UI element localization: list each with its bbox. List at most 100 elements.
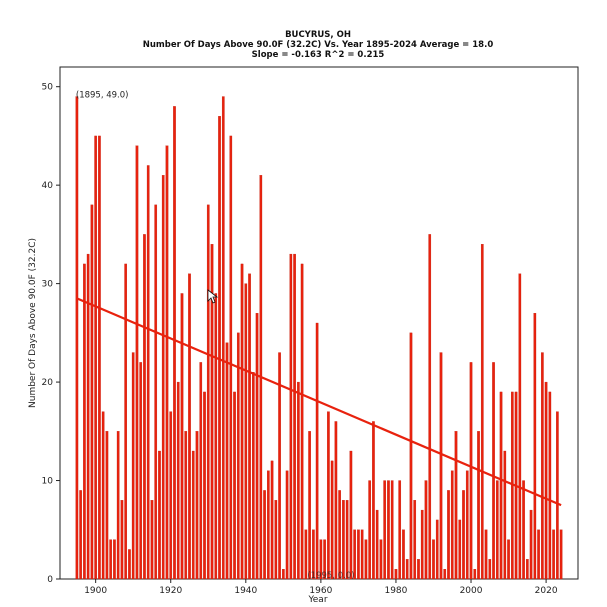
bar [417, 559, 420, 580]
bar [267, 470, 270, 580]
bar [443, 569, 447, 580]
bar [390, 480, 394, 580]
bar [248, 273, 251, 580]
y-tick-label: 50 [42, 83, 54, 93]
bar [176, 381, 180, 580]
bar [537, 529, 540, 580]
bar [135, 145, 139, 580]
y-axis-ticks: 0 10 20 30 40 50 [42, 83, 60, 585]
bar [143, 234, 146, 580]
bar [330, 460, 334, 580]
bar [492, 362, 495, 580]
bar [409, 332, 413, 580]
bar [214, 293, 218, 580]
y-tick-label: 10 [42, 477, 54, 487]
bar [308, 431, 311, 580]
bar [221, 96, 225, 580]
chart-title: BUCYRUS, OH [285, 30, 351, 40]
x-tick-label: 2000 [460, 586, 483, 596]
y-tick-label: 20 [42, 378, 54, 388]
bar [458, 519, 462, 580]
x-axis-label: Year [307, 595, 327, 605]
bar [507, 539, 510, 580]
x-tick-label: 1960 [309, 586, 332, 596]
bar [105, 431, 109, 580]
max-annotation: (1895, 49.0) [76, 91, 129, 101]
bar [101, 411, 105, 580]
bar [360, 529, 364, 580]
bar [120, 500, 124, 580]
bar [165, 145, 169, 580]
bar [454, 431, 458, 580]
bar [462, 490, 465, 580]
bar [195, 431, 199, 580]
x-tick-label: 1900 [84, 586, 107, 596]
bar [495, 480, 499, 580]
bar [526, 559, 529, 580]
bar [86, 253, 90, 580]
bar [402, 529, 405, 580]
trend-group [76, 297, 562, 507]
bar [251, 372, 255, 580]
bar [439, 352, 443, 580]
bar [342, 500, 345, 580]
bar [116, 431, 120, 580]
bar [188, 273, 191, 580]
bar [387, 480, 390, 580]
bar [83, 263, 86, 580]
bar [236, 332, 240, 580]
bar [364, 539, 368, 580]
annotations-group: (1895, 49.0) (1995, 0.0) [76, 91, 355, 581]
bar [315, 322, 319, 580]
bar [210, 244, 214, 580]
bar [398, 480, 402, 580]
bars-group [75, 96, 563, 580]
bar [158, 450, 161, 580]
bar [420, 509, 424, 580]
bar [556, 411, 559, 580]
bar [548, 391, 552, 580]
bar [368, 480, 371, 580]
bar [98, 135, 101, 580]
bar [469, 362, 473, 580]
x-tick-label: 1980 [384, 586, 407, 596]
bar [533, 312, 537, 580]
bar [345, 500, 349, 580]
bar [285, 470, 289, 580]
x-tick-label: 2020 [535, 586, 558, 596]
bar [274, 500, 278, 580]
bar [191, 450, 195, 580]
bar [323, 539, 326, 580]
bar [465, 470, 469, 580]
bar [559, 529, 563, 580]
x-axis-ticks: 1900 1920 1940 1960 1980 2000 2020 [84, 579, 558, 596]
bar [173, 106, 176, 580]
bar [503, 450, 507, 580]
cursor-icon [207, 289, 219, 304]
bar [131, 352, 135, 580]
bar [447, 490, 450, 580]
bar [218, 116, 221, 580]
bar [278, 352, 281, 580]
bar [180, 293, 184, 580]
bar [240, 263, 244, 580]
bar [428, 234, 432, 580]
bar [372, 421, 375, 580]
bar [394, 569, 398, 580]
x-tick-label: 1940 [234, 586, 257, 596]
bar [405, 559, 409, 580]
bar [199, 362, 203, 580]
bar [383, 480, 386, 580]
x-tick-label: 1920 [159, 586, 182, 596]
bar [229, 135, 233, 580]
bar [79, 490, 82, 580]
bar [289, 253, 293, 580]
bar [150, 500, 154, 580]
bar [357, 529, 360, 580]
bar [90, 204, 94, 580]
bar [128, 549, 131, 580]
bar [139, 362, 143, 580]
bar [312, 529, 315, 580]
bar [244, 283, 248, 580]
